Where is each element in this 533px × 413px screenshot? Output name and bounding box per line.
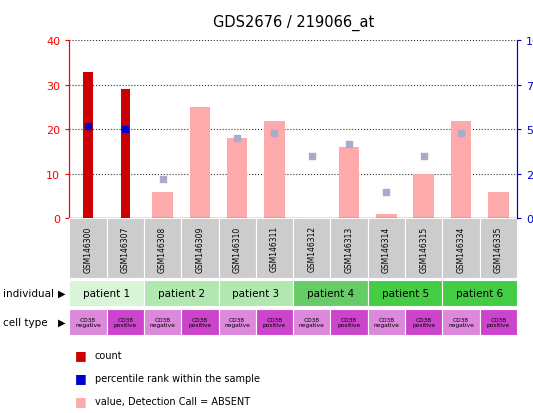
Text: CD38
negative: CD38 negative xyxy=(448,317,474,328)
Bar xyxy=(219,219,256,279)
Text: ▶: ▶ xyxy=(58,288,65,298)
Bar xyxy=(69,219,107,279)
Bar xyxy=(69,309,107,335)
Bar xyxy=(442,280,517,306)
Bar xyxy=(144,219,181,279)
Bar xyxy=(480,219,517,279)
Text: GSM146314: GSM146314 xyxy=(382,226,391,272)
Bar xyxy=(293,309,330,335)
Point xyxy=(457,131,465,137)
Text: CD38
positive: CD38 positive xyxy=(487,317,510,328)
Text: ■: ■ xyxy=(75,349,86,362)
Text: patient 5: patient 5 xyxy=(382,288,429,298)
Text: GSM146300: GSM146300 xyxy=(84,225,92,272)
Bar xyxy=(144,309,181,335)
Text: percentile rank within the sample: percentile rank within the sample xyxy=(95,373,260,383)
Bar xyxy=(339,148,359,219)
Text: GSM146313: GSM146313 xyxy=(345,226,353,272)
Bar xyxy=(488,192,508,219)
Text: count: count xyxy=(95,350,123,360)
Point xyxy=(308,153,316,160)
Bar xyxy=(69,280,144,306)
Text: CD38
positive: CD38 positive xyxy=(337,317,361,328)
Bar xyxy=(330,309,368,335)
Bar xyxy=(181,219,219,279)
Bar xyxy=(107,219,144,279)
Text: GSM146335: GSM146335 xyxy=(494,225,503,272)
Bar xyxy=(293,280,368,306)
Bar xyxy=(219,280,293,306)
Bar xyxy=(83,72,93,219)
Bar xyxy=(293,219,330,279)
Bar xyxy=(264,121,285,219)
Bar xyxy=(368,309,405,335)
Point xyxy=(419,153,428,160)
Point xyxy=(233,135,241,142)
Text: patient 4: patient 4 xyxy=(307,288,354,298)
Text: CD38
negative: CD38 negative xyxy=(224,317,250,328)
Bar xyxy=(376,214,397,219)
Text: CD38
positive: CD38 positive xyxy=(263,317,286,328)
Text: GSM146310: GSM146310 xyxy=(233,226,241,272)
Bar xyxy=(219,309,256,335)
Text: cell type: cell type xyxy=(3,317,47,327)
Point xyxy=(270,131,279,137)
Bar xyxy=(480,309,517,335)
Bar xyxy=(144,280,219,306)
Text: GSM146311: GSM146311 xyxy=(270,226,279,272)
Text: CD38
positive: CD38 positive xyxy=(188,317,212,328)
Point xyxy=(382,189,391,196)
Text: patient 1: patient 1 xyxy=(83,288,130,298)
Bar xyxy=(107,309,144,335)
Bar xyxy=(181,309,219,335)
Text: GSM146307: GSM146307 xyxy=(121,225,130,272)
Text: ■: ■ xyxy=(75,394,86,407)
Bar xyxy=(190,108,210,219)
Text: GSM146315: GSM146315 xyxy=(419,226,428,272)
Text: CD38
negative: CD38 negative xyxy=(374,317,399,328)
Point xyxy=(345,141,353,147)
Point xyxy=(121,127,130,133)
Text: GSM146334: GSM146334 xyxy=(457,225,465,272)
Text: GDS2676 / 219066_at: GDS2676 / 219066_at xyxy=(213,14,374,31)
Text: GSM146312: GSM146312 xyxy=(308,226,316,272)
Bar xyxy=(227,139,247,219)
Point xyxy=(158,176,167,183)
Text: patient 2: patient 2 xyxy=(158,288,205,298)
Text: patient 3: patient 3 xyxy=(232,288,279,298)
Bar xyxy=(451,121,471,219)
Text: patient 6: patient 6 xyxy=(456,288,503,298)
Bar xyxy=(442,219,480,279)
Bar xyxy=(405,219,442,279)
Text: CD38
positive: CD38 positive xyxy=(114,317,137,328)
Point xyxy=(84,123,92,130)
Bar xyxy=(152,192,173,219)
Text: CD38
negative: CD38 negative xyxy=(150,317,175,328)
Text: GSM146309: GSM146309 xyxy=(196,225,204,272)
Bar xyxy=(368,280,442,306)
Bar xyxy=(405,309,442,335)
Bar xyxy=(256,309,293,335)
Text: individual: individual xyxy=(3,288,54,298)
Bar xyxy=(330,219,368,279)
Text: CD38
positive: CD38 positive xyxy=(412,317,435,328)
Bar xyxy=(368,219,405,279)
Text: GSM146308: GSM146308 xyxy=(158,226,167,272)
Bar xyxy=(120,90,130,219)
Bar xyxy=(442,309,480,335)
Text: ▶: ▶ xyxy=(58,317,65,327)
Text: ■: ■ xyxy=(75,371,86,385)
Bar xyxy=(256,219,293,279)
Text: value, Detection Call = ABSENT: value, Detection Call = ABSENT xyxy=(95,396,250,406)
Text: CD38
negative: CD38 negative xyxy=(75,317,101,328)
Bar xyxy=(414,174,434,219)
Text: CD38
negative: CD38 negative xyxy=(299,317,325,328)
